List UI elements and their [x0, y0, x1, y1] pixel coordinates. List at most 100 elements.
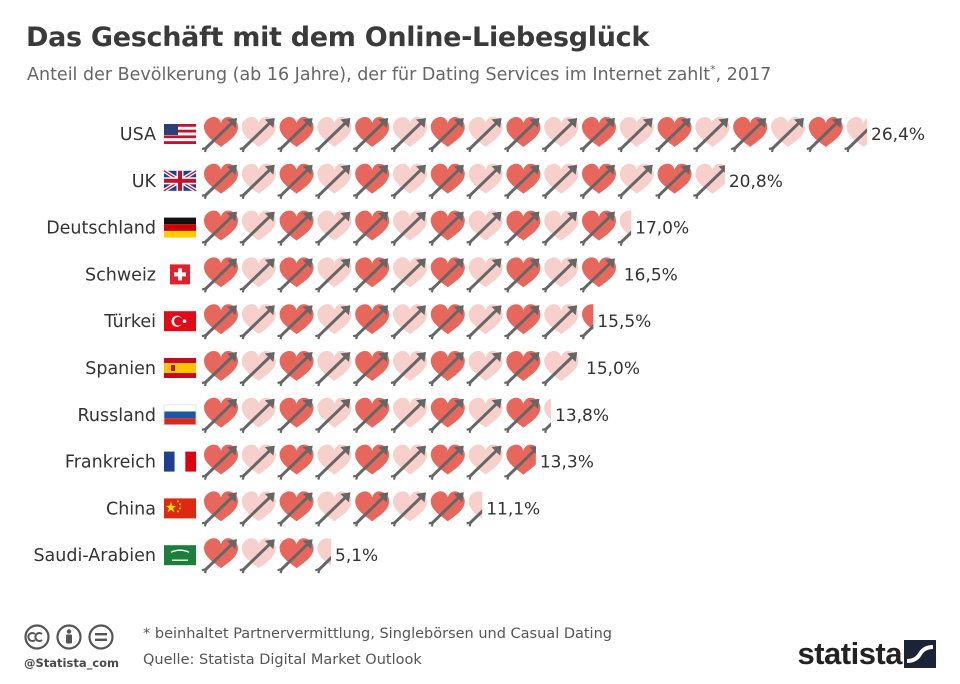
- heart-mark-dark: [200, 210, 239, 248]
- category-label: Schweiz: [85, 265, 156, 285]
- heart-mark-light: [465, 163, 504, 201]
- heart-bar: [200, 303, 594, 341]
- category-label: Russland: [78, 406, 157, 426]
- category-label: Saudi-Arabien: [33, 546, 156, 566]
- statista-logo[interactable]: statista: [797, 636, 902, 671]
- heart-mark-light: [313, 350, 352, 388]
- heart-mark-light: [465, 397, 504, 435]
- heart-mark-light: [616, 116, 655, 154]
- category-label: Türkei: [103, 312, 156, 332]
- heart-mark-light: [540, 256, 579, 294]
- value-label: 17,0%: [635, 219, 689, 239]
- heart-mark-dark: [502, 163, 541, 201]
- heart-mark-dark: [351, 303, 390, 341]
- heart-mark-dark: [427, 444, 466, 482]
- attribution-icon: [56, 624, 82, 650]
- statista-handle[interactable]: @Statista_com: [24, 656, 120, 670]
- heart-mark-light: [238, 350, 277, 388]
- subtitle-footnote-marker: *: [710, 63, 716, 76]
- category-label: China: [106, 499, 156, 519]
- heart-bar: [200, 210, 632, 248]
- heart-bar: [200, 537, 331, 575]
- heart-mark-light: [313, 116, 352, 154]
- category-label: Spanien: [85, 359, 156, 379]
- heart-mark-light: [843, 116, 867, 154]
- heart-mark-light: [238, 303, 277, 341]
- heart-mark-dark: [200, 490, 239, 528]
- category-label: Deutschland: [46, 219, 156, 239]
- heart-mark-dark: [427, 163, 466, 201]
- heart-mark-dark: [805, 116, 844, 154]
- heart-mark-light: [540, 397, 551, 435]
- heart-mark-dark: [502, 256, 541, 294]
- subtitle-year: , 2017: [715, 64, 772, 85]
- germany-flag: [164, 217, 196, 238]
- heart-mark-dark: [200, 303, 239, 341]
- heart-mark-light: [465, 444, 504, 482]
- heart-mark-light: [389, 210, 428, 248]
- heart-bar: [200, 490, 483, 528]
- heart-mark-dark: [276, 116, 315, 154]
- heart-mark-light: [313, 303, 352, 341]
- heart-bar: [200, 397, 551, 435]
- heart-mark-dark: [351, 116, 390, 154]
- heart-mark-light: [313, 537, 331, 575]
- value-label: 16,5%: [624, 265, 678, 285]
- creative-commons-icons[interactable]: [24, 624, 118, 652]
- heart-mark-light: [313, 210, 352, 248]
- switzerland-flag: [170, 264, 190, 285]
- heart-mark-dark: [427, 303, 466, 341]
- value-label: 13,3%: [540, 453, 594, 473]
- heart-bar: [200, 116, 867, 154]
- heart-mark-dark: [502, 350, 541, 388]
- heart-mark-light: [313, 163, 352, 201]
- heart-mark-light: [389, 163, 428, 201]
- heart-bar: [200, 256, 617, 294]
- heart-mark-light: [389, 444, 428, 482]
- us-flag: [164, 124, 196, 144]
- chart-row: UK 20,8%: [132, 163, 783, 201]
- heart-mark-dark: [427, 116, 466, 154]
- value-label: 15,5%: [597, 312, 651, 332]
- heart-mark-light: [238, 397, 277, 435]
- france-flag: [164, 451, 196, 472]
- source-note: Quelle: Statista Digital Market Outlook: [143, 652, 422, 668]
- heart-mark-light: [540, 303, 579, 341]
- heart-mark-light: [313, 444, 352, 482]
- heart-mark-light: [389, 116, 428, 154]
- heart-mark-dark: [351, 490, 390, 528]
- heart-mark-dark: [276, 256, 315, 294]
- heart-mark-light: [616, 210, 632, 248]
- heart-mark-dark: [276, 350, 315, 388]
- heart-mark-dark: [578, 210, 617, 248]
- heart-mark-light: [313, 490, 352, 528]
- heart-mark-light: [767, 116, 806, 154]
- heart-mark-light: [389, 256, 428, 294]
- heart-mark-dark: [276, 210, 315, 248]
- heart-mark-dark: [654, 163, 693, 201]
- heart-mark-dark: [502, 303, 541, 341]
- heart-mark-dark: [654, 116, 693, 154]
- heart-mark-light: [616, 163, 655, 201]
- value-label: 20,8%: [729, 172, 783, 192]
- heart-mark-light: [389, 303, 428, 341]
- heart-bar: [200, 444, 536, 482]
- heart-mark-light: [691, 116, 730, 154]
- heart-mark-dark: [351, 350, 390, 388]
- heart-mark-dark: [351, 397, 390, 435]
- chart-row: Saudi-Arabien 5,1%: [33, 537, 378, 575]
- chart-row: Deutschland 17,0%: [46, 210, 689, 248]
- heart-mark-dark: [276, 490, 315, 528]
- heart-mark-light: [238, 116, 277, 154]
- heart-mark-dark: [427, 210, 466, 248]
- no-derivatives-icon: [88, 624, 114, 650]
- heart-mark-dark: [351, 163, 390, 201]
- chart-row: Schweiz 16,5%: [85, 256, 678, 294]
- value-label: 26,4%: [871, 125, 925, 145]
- heart-mark-light: [238, 537, 277, 575]
- heart-mark-dark: [276, 303, 315, 341]
- heart-mark-light: [389, 490, 428, 528]
- china-flag: [164, 498, 196, 519]
- heart-mark-dark: [276, 163, 315, 201]
- heart-mark-dark: [578, 116, 617, 154]
